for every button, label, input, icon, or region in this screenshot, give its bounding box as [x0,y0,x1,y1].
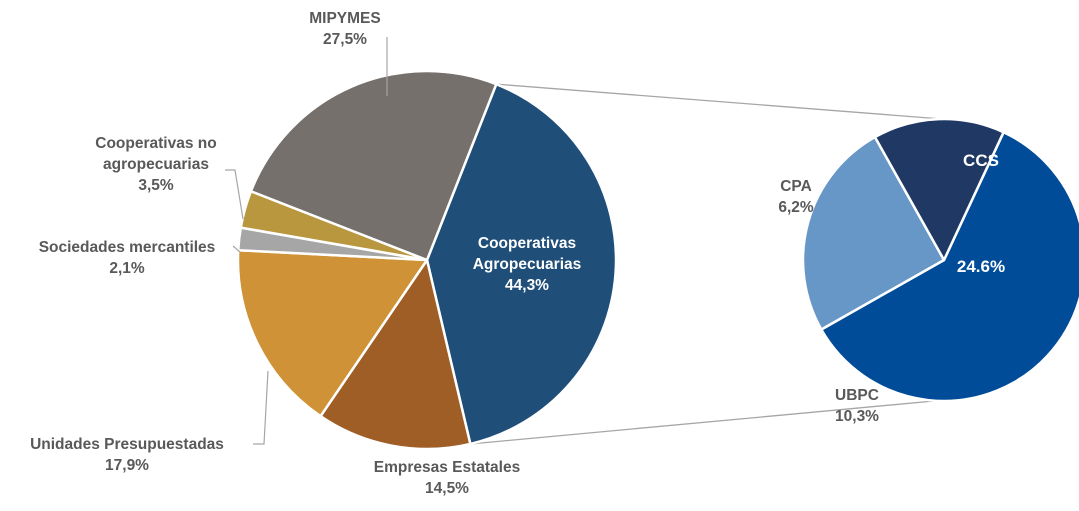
pie-slice-mipymes [249,69,498,262]
main-label-sociedades: Sociedades mercantiles 2,1% [39,239,216,277]
connector-line-bottom [470,400,935,445]
pie-slice-unidades [236,248,429,418]
sub-label-ccs: CCS 24.6% [957,151,1005,276]
label-name-text: MIPYMES [309,10,380,27]
label-value-text: 17,9% [105,457,149,474]
label-value-text: 24.6% [957,257,1005,276]
label-name-text: Agropecuarias [473,256,582,273]
leader-line-coop-no-agro [225,169,244,220]
label-value-text: 14,5% [425,480,469,497]
main-label-unidades: Unidades Presupuestadas 17,9% [30,436,224,474]
connector-line-top [496,83,943,120]
label-name-text: Cooperativas [478,235,576,252]
label-value-text: 2,1% [109,260,145,277]
label-name-text: UBPC [835,387,879,404]
leader-line-sociedades [232,245,241,253]
main-label-mipymes: MIPYMES 27,5% [309,10,380,48]
main-label-coop_agro: Cooperativas Agropecuarias 44,3% [473,235,582,294]
label-value-text: 3,5% [138,177,174,194]
label-name-text: Empresas Estatales [374,459,520,476]
label-value-text: 10,3% [835,408,879,425]
main-label-coop_no_agro: Cooperativas no agropecuarias 3,5% [95,135,216,194]
label-value-text: 6,2% [778,199,814,216]
label-name-text: Unidades Presupuestadas [30,436,224,453]
label-name-text: agropecuarias [103,156,209,173]
label-name-text: CPA [780,178,812,195]
main-label-empresas: Empresas Estatales 14,5% [374,459,520,497]
sub-pie-slice-ubpc [801,135,946,331]
sub-label-ubpc: UBPC 10,3% [835,387,879,425]
sub-pie-slice-ccs [820,130,1079,403]
label-name-text: Cooperativas no [95,135,216,152]
pie-slice-empresas [319,258,472,451]
sub-pie-slice-cpa [873,117,1005,262]
label-value-text: 27,5% [323,31,367,48]
label-value-text: 44,3% [505,277,549,294]
leader-line-unidades [253,370,269,445]
pie-slice-coop_agro [425,82,618,446]
label-name-text: Sociedades mercantiles [39,239,216,256]
sub-label-cpa: CPA 6,2% [778,178,814,216]
label-name-text: CCS [963,151,999,170]
